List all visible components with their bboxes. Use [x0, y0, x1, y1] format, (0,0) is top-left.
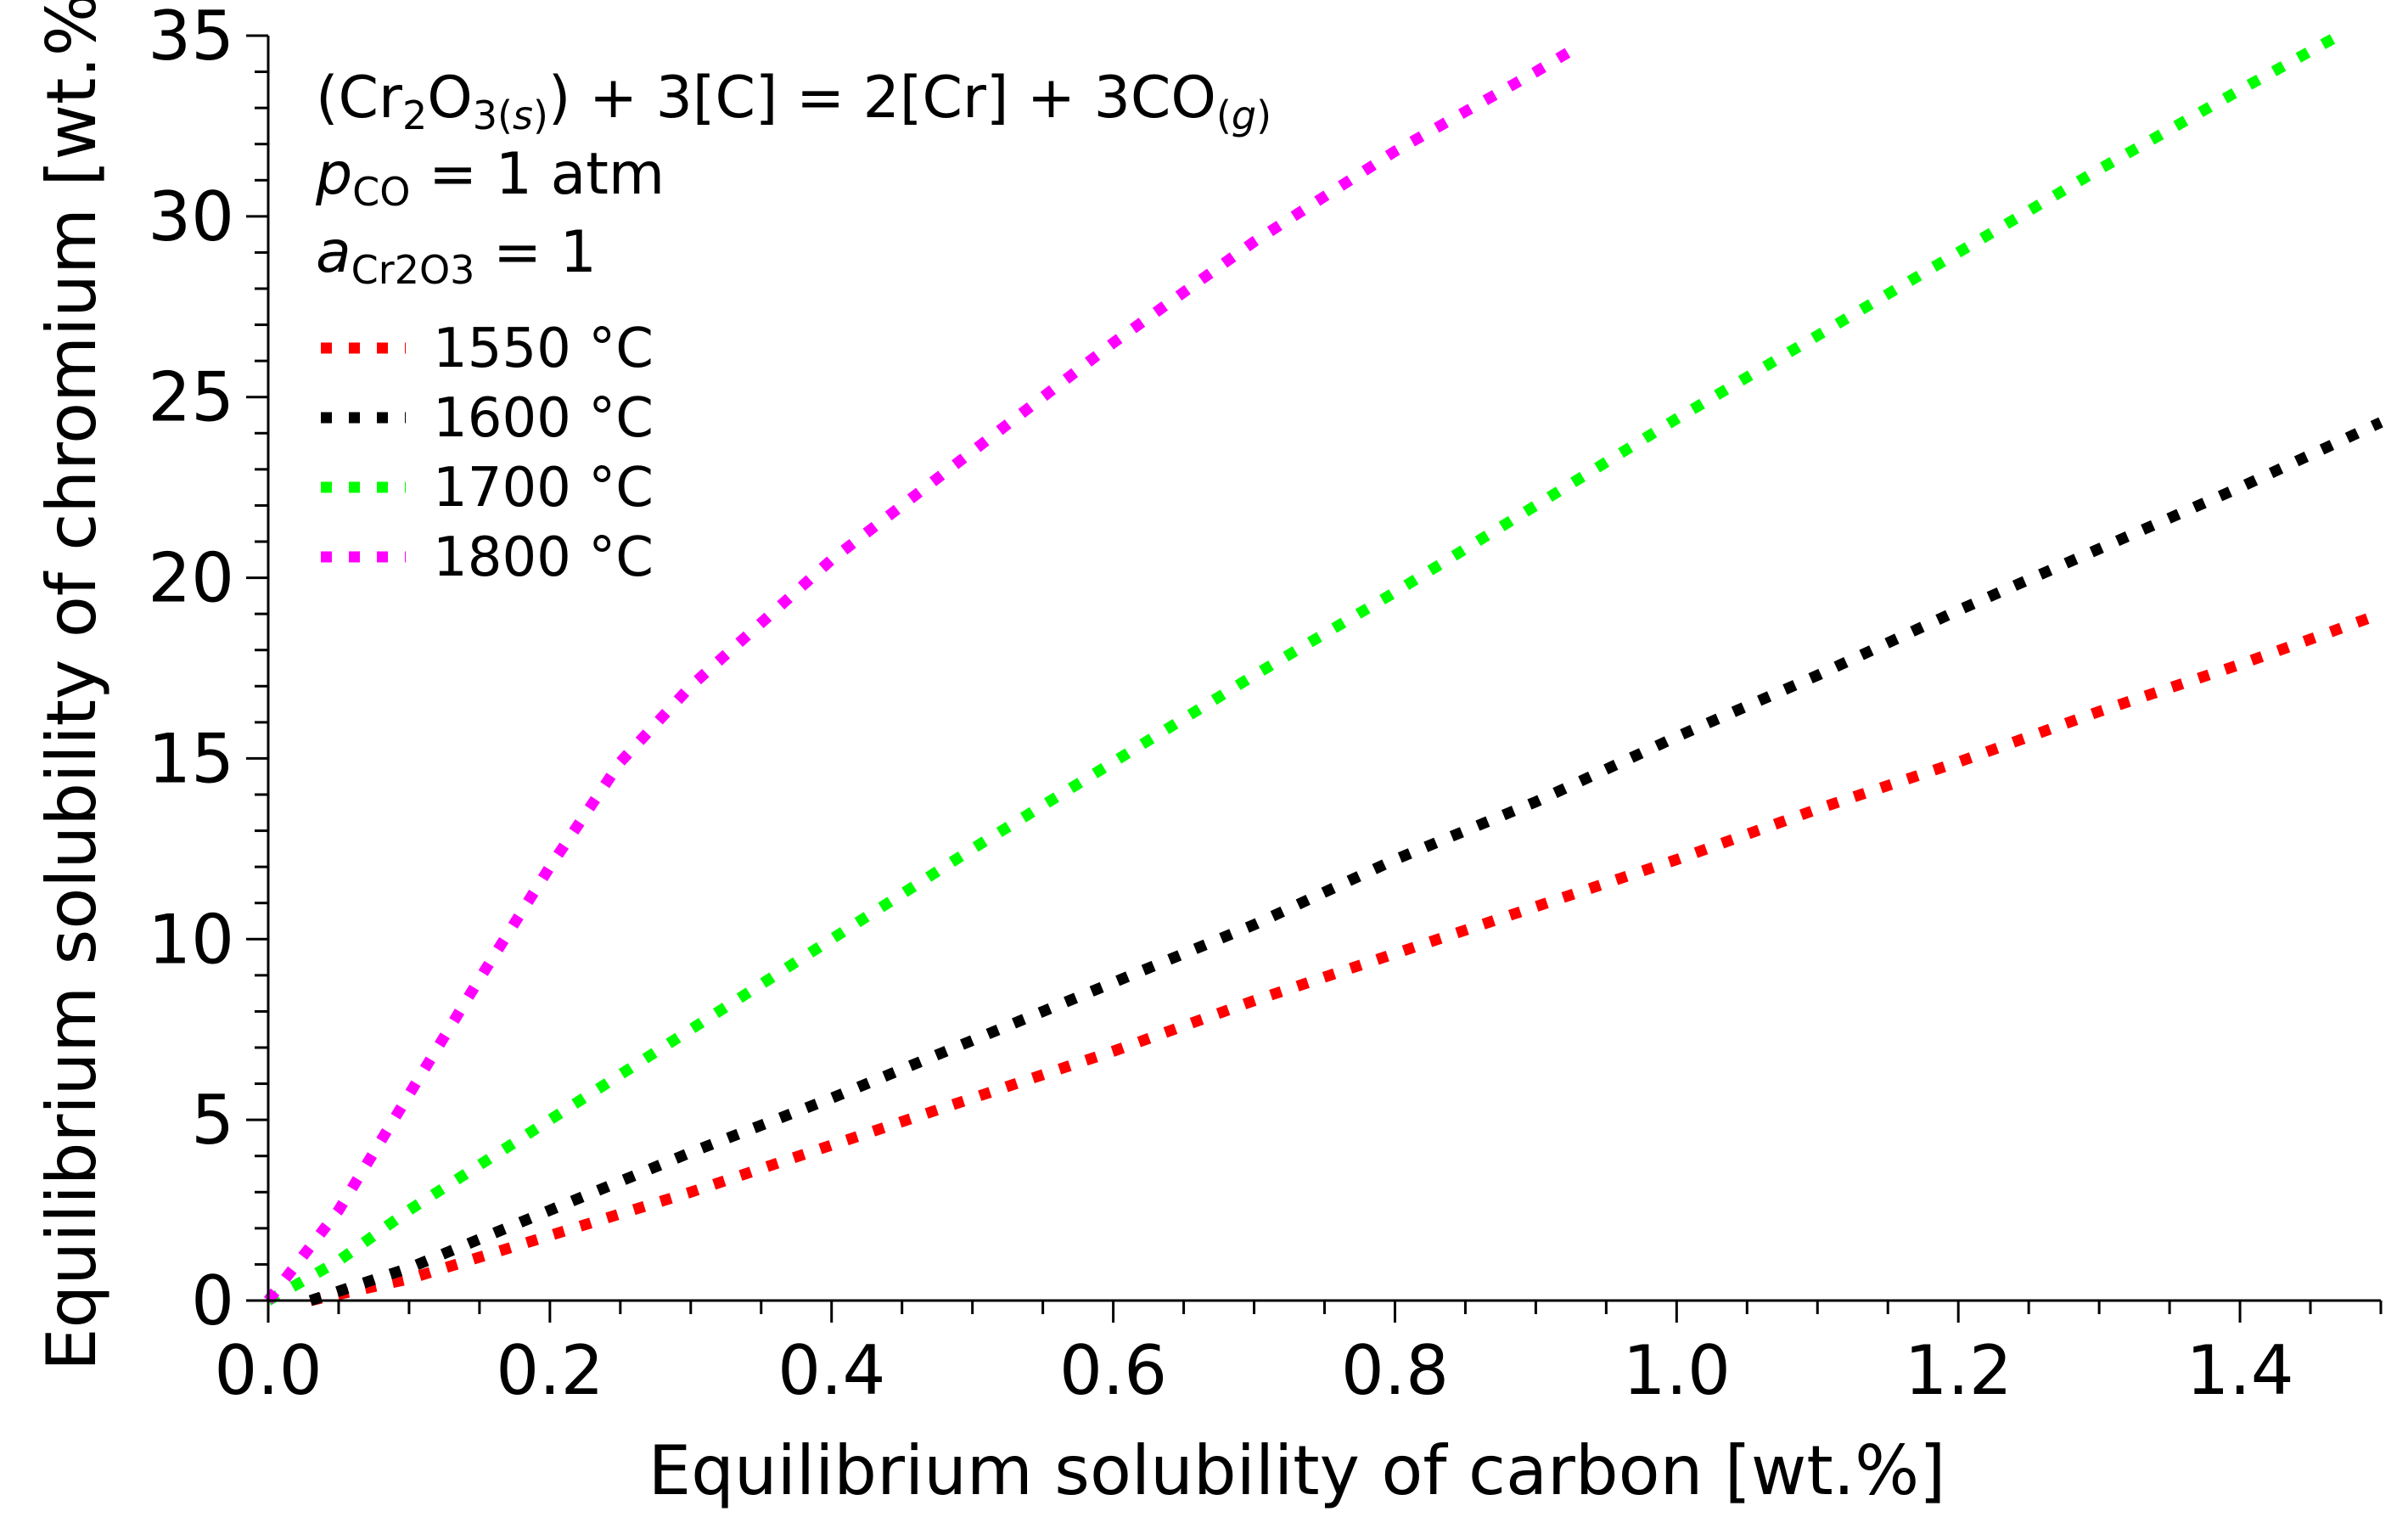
series-line-0 [309, 608, 2383, 1306]
x-tick-label: 1.0 [1623, 1331, 1731, 1410]
activity-condition: aCr2O3 = 1 [316, 219, 597, 293]
y-tick-label: 20 [148, 539, 234, 618]
pressure-condition: pCO = 1 atm [315, 141, 665, 215]
legend-label: 1550 °C [433, 317, 654, 380]
x-tick-label: 0.6 [1059, 1331, 1167, 1410]
series-line-1 [308, 417, 2383, 1306]
y-tick-label: 30 [148, 177, 234, 256]
x-axis-title: Equilibrium solubility of carbon [wt.%] [648, 1431, 1946, 1510]
y-tick-label: 15 [148, 719, 234, 798]
x-tick-label: 0.0 [214, 1331, 322, 1410]
x-tick-label: 0.8 [1341, 1331, 1449, 1410]
legend-label: 1700 °C [433, 457, 654, 520]
series-layer [263, 31, 2383, 1306]
legend-label: 1800 °C [433, 526, 654, 589]
series-line-3 [263, 42, 1581, 1304]
legend-label: 1600 °C [433, 387, 654, 450]
y-tick-label: 5 [191, 1081, 234, 1160]
y-tick-label: 25 [148, 358, 234, 437]
y-tick-label: 10 [148, 900, 234, 979]
x-tick-label: 0.4 [777, 1331, 885, 1410]
y-tick-label: 35 [148, 0, 234, 76]
reaction-equation: (Cr2O3(s)) + 3[C] = 2[Cr] + 3CO(g) [316, 65, 1271, 138]
y-axis-title: Equilibrium solubility of chromium [wt.%… [32, 0, 111, 1371]
x-tick-label: 0.2 [496, 1331, 603, 1410]
tick-labels-layer: 0.0 0.2 0.4 0.6 0.8 1.0 1.2 1.4 0 5 10 15 20 25 30 35 [148, 0, 2293, 1410]
x-tick-label: 1.4 [2186, 1331, 2293, 1410]
y-tick-label: 0 [191, 1261, 234, 1340]
x-tick-label: 1.2 [1905, 1331, 2012, 1410]
ticks-layer [246, 34, 2383, 1323]
